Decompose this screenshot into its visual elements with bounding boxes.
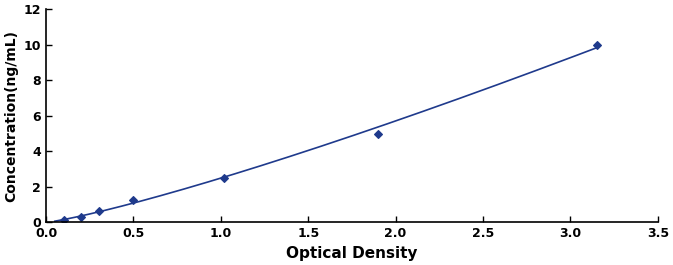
Y-axis label: Concentration(ng/mL): Concentration(ng/mL) — [4, 30, 18, 202]
X-axis label: Optical Density: Optical Density — [286, 246, 418, 261]
